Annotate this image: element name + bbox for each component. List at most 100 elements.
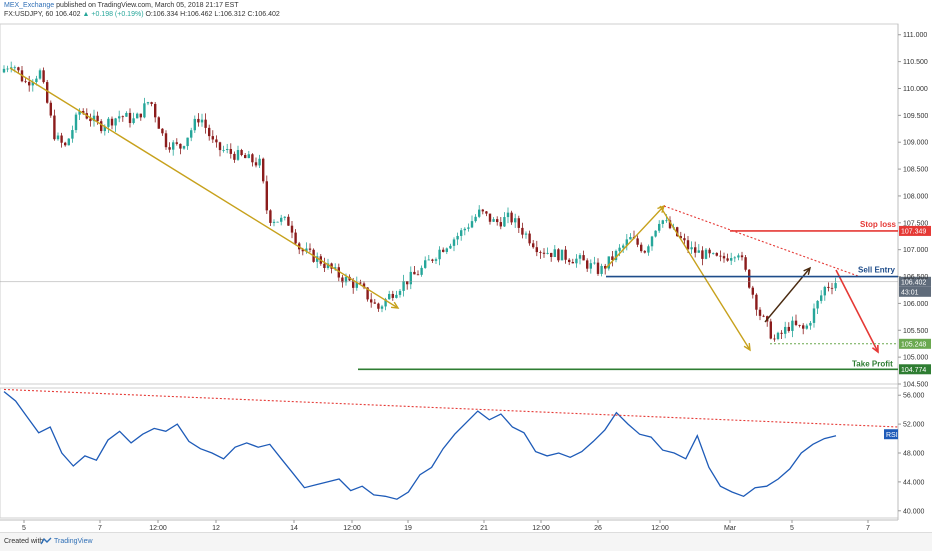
candle-body <box>575 258 578 264</box>
candle-body <box>578 255 582 259</box>
candle-body <box>683 238 686 241</box>
candle-body <box>114 118 117 126</box>
candle-body <box>478 209 481 217</box>
candle-body <box>107 118 110 127</box>
candle-body <box>647 246 650 253</box>
candle-body <box>283 216 286 218</box>
candle-body <box>557 249 560 261</box>
candle-body <box>182 146 186 149</box>
candle-body <box>272 221 276 223</box>
rsi-tick-label: 40.000 <box>903 508 925 515</box>
resistance-trendline <box>663 205 859 277</box>
chart-header: MEX_Exchange published on TradingView.co… <box>0 0 932 22</box>
candle-body <box>528 233 531 244</box>
candle-body <box>618 247 621 251</box>
candle-body <box>35 78 38 82</box>
time-tick-label: 21 <box>480 525 488 532</box>
candle-body <box>128 112 132 124</box>
candle-body <box>193 118 196 131</box>
candle-body <box>805 325 808 329</box>
candle-body <box>244 155 247 159</box>
candle-body <box>571 262 574 264</box>
candle-body <box>103 126 106 132</box>
price-tick-label: 104.500 <box>903 382 928 389</box>
rsi-tick-label: 44.000 <box>903 479 925 486</box>
symbol-info: FX:USDJPY, 60 106.402 ▲ +0.198 (+0.19%) … <box>4 11 280 18</box>
axes: 111.000 110.500 110.000 109.500 109.000 108.5… <box>22 32 928 532</box>
candle-body <box>553 249 556 258</box>
candle-body <box>517 218 520 228</box>
candle-body <box>794 320 798 325</box>
candle-body <box>280 217 283 222</box>
candle-body <box>416 274 420 276</box>
candle-body <box>164 133 168 148</box>
candle-body <box>222 150 225 151</box>
candle-body <box>2 68 6 73</box>
candle-body <box>366 287 369 300</box>
time-tick-label: 5 <box>790 525 794 532</box>
candle-body <box>186 137 189 147</box>
support-price-badge: 105.248 <box>901 342 926 349</box>
sell-entry-label: Sell Entry <box>858 266 895 275</box>
candle-body <box>449 245 452 249</box>
candle-body <box>654 230 657 237</box>
candle-body <box>330 263 333 269</box>
candle-body <box>524 233 528 235</box>
downtrend-arrow-head <box>390 301 400 309</box>
candle-body <box>629 237 632 240</box>
time-tick-label: 12:00 <box>532 525 550 532</box>
candle-body <box>6 68 9 70</box>
candle-body <box>506 212 510 218</box>
candle-body <box>218 142 222 151</box>
price-tick-label: 107.000 <box>903 247 928 254</box>
candle-body <box>395 294 398 298</box>
candle-body <box>438 249 441 260</box>
candle-body <box>676 227 679 237</box>
stop-loss-price-badge: 107.349 <box>901 229 926 236</box>
candle-body <box>82 111 85 114</box>
candle-body <box>251 154 254 163</box>
time-tick-label: 12 <box>212 525 220 532</box>
candle-body <box>542 252 546 254</box>
candle-body <box>341 277 344 283</box>
candle-body <box>539 252 542 253</box>
candle-body <box>344 276 348 283</box>
sell-arrow-head <box>871 344 879 354</box>
candle-body <box>370 299 373 303</box>
current-price-badge-bg <box>899 276 931 287</box>
candle-body <box>823 286 826 296</box>
candle-body <box>661 220 664 224</box>
candle-body <box>622 245 625 248</box>
rsi-pane <box>0 387 899 519</box>
countdown-badge: 43:01 <box>901 290 919 297</box>
candle-body <box>262 158 265 182</box>
rsi-series: RSI <box>3 388 899 500</box>
candle-body <box>740 255 744 258</box>
candle-body <box>53 115 56 140</box>
publish-text: published on TradingView.com, March 05, … <box>56 2 239 9</box>
candle-body <box>589 263 592 269</box>
candle-body <box>254 162 258 166</box>
candle-body <box>200 119 204 123</box>
publish-info: MEX_Exchange published on TradingView.co… <box>4 2 239 9</box>
candle-body <box>719 255 722 257</box>
retrace-arrow-head <box>803 266 812 275</box>
author-link[interactable]: MEX_Exchange <box>4 2 55 9</box>
price-tick-label: 107.500 <box>903 220 928 227</box>
chart-footer: Created with TradingView <box>0 532 932 551</box>
symbol-label: FX:USDJPY, 60 <box>4 11 54 18</box>
candle-body <box>172 142 175 150</box>
rsi-tick-label: 56.000 <box>903 393 925 400</box>
candle-body <box>600 265 603 274</box>
candle-body <box>604 265 607 269</box>
tradingview-brand[interactable]: TradingView <box>54 538 93 545</box>
candle-body <box>208 127 211 137</box>
time-tick-label: 12:00 <box>651 525 669 532</box>
candle-body <box>427 259 430 261</box>
candle-body <box>474 216 477 222</box>
projection-arrow-head <box>743 342 751 352</box>
candle-body <box>31 81 34 86</box>
candle-body <box>697 250 700 253</box>
candle-body <box>362 283 366 288</box>
